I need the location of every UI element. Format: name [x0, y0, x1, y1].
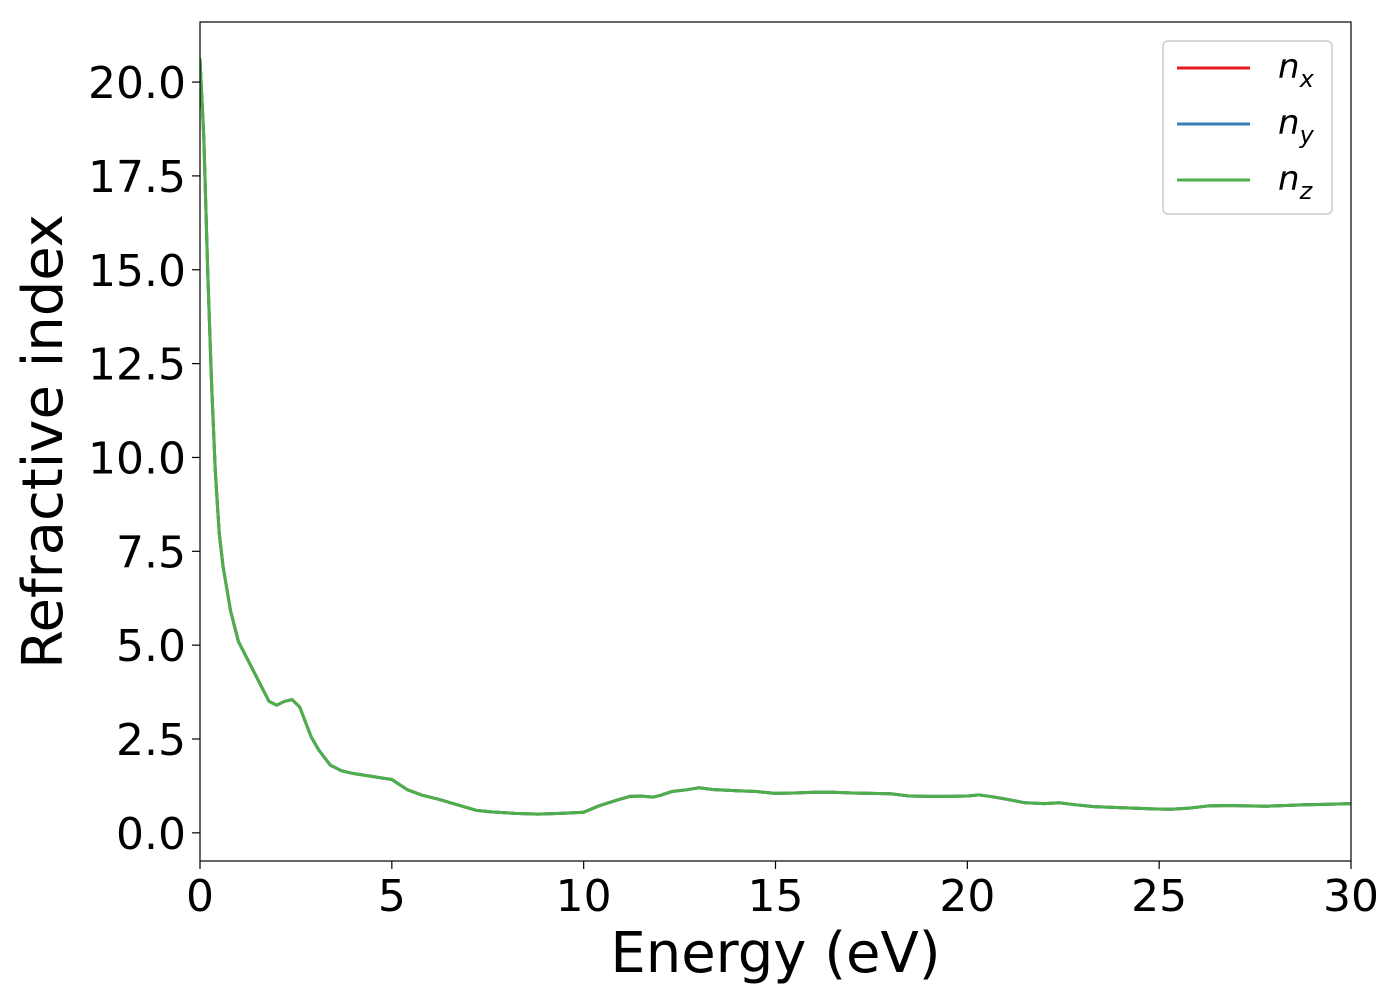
- legend-label-z: nz: [1278, 159, 1314, 205]
- x-tick-label: 0: [186, 871, 214, 922]
- y-tick-label: 0.0: [116, 809, 186, 860]
- legend-label-x: nx: [1278, 47, 1315, 93]
- y-tick-label: 20.0: [88, 58, 186, 109]
- legend-box: [1162, 40, 1333, 215]
- x-tick-label: 10: [556, 871, 612, 922]
- series-layer: [200, 58, 1351, 816]
- legend: nx ny nz: [1162, 40, 1333, 215]
- x-axis: 0 5 10 15 20 25 30: [186, 861, 1379, 922]
- x-tick-label: 20: [939, 871, 995, 922]
- y-tick-label: 17.5: [88, 152, 186, 203]
- x-tick-label: 30: [1323, 871, 1379, 922]
- y-axis: 0.0 2.5 5.0 7.5 10.0 12.5 15.0 17.5 20.0: [88, 58, 200, 860]
- y-tick-label: 12.5: [88, 340, 186, 391]
- x-axis-title: Energy (eV): [610, 921, 940, 986]
- y-tick-label: 15.0: [88, 246, 186, 297]
- y-tick-label: 5.0: [116, 621, 186, 672]
- x-tick-label: 25: [1131, 871, 1187, 922]
- x-tick-label: 15: [748, 871, 804, 922]
- y-tick-label: 7.5: [116, 527, 186, 578]
- x-tick-label: 5: [378, 871, 406, 922]
- legend-label-y: ny: [1278, 103, 1315, 149]
- series-line-z: [200, 58, 1351, 816]
- y-tick-label: 10.0: [88, 433, 186, 484]
- y-tick-label: 2.5: [116, 715, 186, 766]
- y-axis-title: Refractive index: [11, 214, 76, 669]
